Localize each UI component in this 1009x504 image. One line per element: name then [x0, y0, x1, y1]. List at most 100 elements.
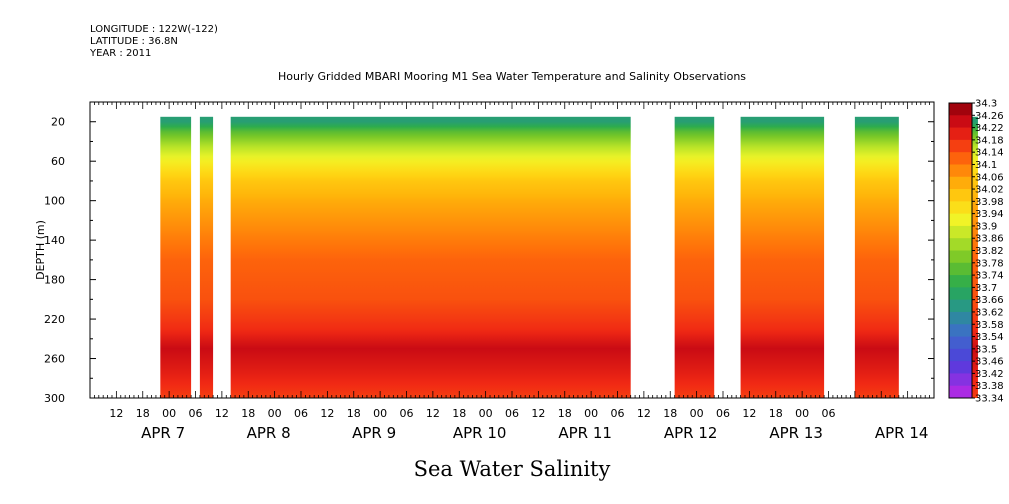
year-label: YEAR : 2011 — [90, 48, 152, 59]
colorbar-label: 33.7 — [975, 283, 997, 294]
x-hour-label: 18 — [452, 407, 466, 420]
data-segment — [854, 116, 899, 399]
colorbar-label: 33.74 — [975, 271, 1004, 282]
colorbar-swatch — [949, 385, 972, 399]
colorbar-swatch — [949, 176, 972, 190]
x-hour-label: 12 — [531, 407, 545, 420]
x-hour-label: 06 — [400, 407, 414, 420]
x-day-label: APR 11 — [558, 424, 612, 442]
x-day-label: APR 13 — [769, 424, 823, 442]
x-hour-label: 06 — [505, 407, 519, 420]
x-day-label: APR 10 — [453, 424, 507, 442]
colorbar-swatch — [949, 361, 972, 374]
colorbar-swatch — [949, 299, 972, 313]
x-hour-label: 00 — [479, 407, 493, 420]
plot-area — [160, 116, 978, 399]
colorbar-label: 33.9 — [975, 221, 997, 232]
y-tick-label: 60 — [51, 155, 65, 168]
x-hour-label: 06 — [189, 407, 203, 420]
chart-bottom-title: Sea Water Salinity — [414, 457, 611, 481]
y-tick-label: 260 — [44, 353, 65, 366]
coordinates-info: LONGITUDE : 122W(-122) LATITUDE : 36.8N … — [90, 24, 218, 60]
x-hour-label: 00 — [795, 407, 809, 420]
colorbar-label: 33.98 — [975, 197, 1004, 208]
colorbar-label: 33.58 — [975, 320, 1004, 331]
x-hour-label: 00 — [690, 407, 704, 420]
x-hour-label: 00 — [268, 407, 282, 420]
colorbar-label: 33.5 — [975, 344, 997, 355]
x-day-label: APR 14 — [875, 424, 929, 442]
x-hour-label: 00 — [373, 407, 387, 420]
colorbar-swatch — [949, 275, 972, 288]
colorbar-swatch — [949, 103, 972, 116]
longitude-label: LONGITUDE : 122W(-122) — [90, 24, 218, 35]
data-segment — [230, 116, 631, 399]
y-tick-label: 180 — [44, 274, 65, 287]
chart-title: Hourly Gridded MBARI Mooring M1 Sea Wate… — [278, 70, 746, 83]
x-hour-label: 18 — [769, 407, 783, 420]
y-tick-label: 140 — [44, 234, 65, 247]
data-segment — [160, 116, 192, 399]
y-tick-label: 20 — [51, 116, 65, 129]
data-segment — [969, 116, 978, 399]
x-hour-label: 12 — [637, 407, 651, 420]
y-tick-label: 300 — [44, 392, 65, 405]
x-day-label: APR 8 — [247, 424, 291, 442]
colorbar-swatch — [949, 189, 972, 202]
colorbar-swatch — [949, 213, 972, 227]
colorbar-swatch — [949, 152, 972, 165]
colorbar-label: 33.34 — [975, 394, 1004, 405]
colorbar-swatch — [949, 262, 972, 276]
y-tick-label: 220 — [44, 313, 65, 326]
colorbar-label: 33.94 — [975, 209, 1004, 220]
colorbar-label: 34.18 — [975, 135, 1004, 146]
colorbar-swatch — [949, 336, 972, 350]
colorbar-label: 33.78 — [975, 258, 1004, 269]
colorbar-swatch — [949, 373, 972, 387]
x-hour-label: 06 — [294, 407, 308, 420]
colorbar-swatch — [949, 311, 972, 325]
colorbar-label: 34.3 — [975, 99, 997, 110]
x-day-label: APR 9 — [352, 424, 396, 442]
colorbar-swatch — [949, 115, 972, 128]
x-hour-label: 06 — [822, 407, 836, 420]
colorbar-swatch — [949, 287, 972, 301]
x-hour-label: 12 — [742, 407, 756, 420]
colorbar-label: 34.06 — [975, 172, 1004, 183]
colorbar-label: 34.14 — [975, 148, 1004, 159]
x-hour-label: 06 — [611, 407, 625, 420]
colorbar-label: 33.42 — [975, 369, 1004, 380]
colorbar-label: 33.82 — [975, 246, 1004, 257]
colorbar-label: 33.62 — [975, 307, 1004, 318]
colorbar: 34.334.2634.2234.1834.1434.134.0634.0233… — [948, 99, 1004, 405]
colorbar-label: 33.38 — [975, 381, 1004, 392]
x-day-label: APR 7 — [141, 424, 185, 442]
colorbar-label: 34.26 — [975, 111, 1004, 122]
data-segment — [740, 116, 825, 399]
x-hour-label: 18 — [241, 407, 255, 420]
colorbar-swatch — [949, 324, 972, 337]
colorbar-label: 34.1 — [975, 160, 997, 171]
colorbar-swatch — [949, 139, 972, 153]
colorbar-swatch — [949, 164, 972, 178]
x-hour-label: 06 — [716, 407, 730, 420]
y-axis-label: DEPTH (m) — [34, 220, 47, 280]
x-hour-label: 12 — [320, 407, 334, 420]
colorbar-swatch — [949, 225, 972, 239]
x-day-label: APR 12 — [664, 424, 718, 442]
x-hour-label: 12 — [426, 407, 440, 420]
colorbar-label: 34.02 — [975, 185, 1004, 196]
colorbar-swatch — [949, 127, 972, 141]
colorbar-swatch — [949, 238, 972, 251]
x-hour-label: 00 — [584, 407, 598, 420]
colorbar-swatch — [949, 348, 972, 362]
data-segment — [199, 116, 214, 399]
colorbar-label: 34.22 — [975, 123, 1004, 134]
x-hour-label: 12 — [109, 407, 123, 420]
data-segment — [674, 116, 715, 399]
colorbar-label: 33.46 — [975, 357, 1004, 368]
colorbar-swatch — [949, 201, 972, 215]
colorbar-label: 33.66 — [975, 295, 1004, 306]
latitude-label: LATITUDE : 36.8N — [90, 36, 178, 47]
x-hour-label: 18 — [558, 407, 572, 420]
